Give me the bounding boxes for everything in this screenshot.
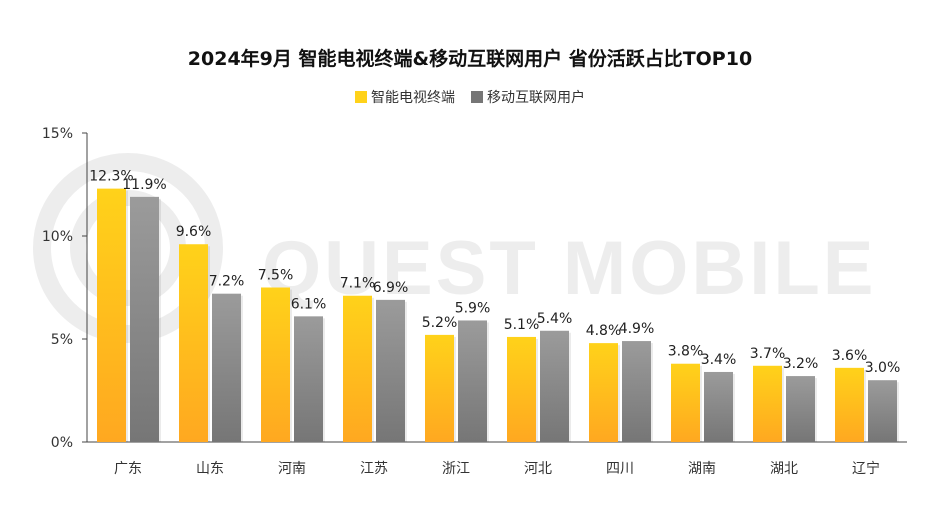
- y-tick-label: 0%: [51, 435, 73, 451]
- bar-series-2: [376, 299, 405, 442]
- y-tick-label: 15%: [42, 126, 73, 142]
- x-tick-label: 湖南: [688, 461, 716, 477]
- chart-legend: 智能电视终端 移动互联网用户: [0, 87, 940, 107]
- data-label-series-2: 4.9%: [619, 321, 655, 337]
- y-tick-label: 5%: [51, 332, 73, 348]
- bar-series-2: [622, 341, 651, 442]
- data-label-series-2: 3.2%: [783, 356, 819, 372]
- data-label-series-2: 11.9%: [122, 177, 166, 193]
- bar-series-1: [425, 334, 454, 442]
- legend-item-series-2: 移动互联网用户: [471, 87, 585, 107]
- y-tick-label: 10%: [42, 229, 73, 245]
- bar-series-1: [507, 336, 536, 442]
- data-label-series-2: 6.9%: [373, 280, 409, 296]
- chart-title: 2024年9月 智能电视终端&移动互联网用户 省份活跃占比TOP10: [187, 48, 753, 70]
- x-tick-label: 河北: [524, 461, 552, 477]
- data-label-series-2: 3.4%: [701, 352, 737, 368]
- data-label-series-2: 7.2%: [209, 274, 245, 290]
- x-tick-label: 河南: [278, 461, 306, 477]
- x-tick-label: 湖北: [770, 461, 798, 477]
- bar-series-2: [704, 371, 733, 442]
- legend-label-series-2: 移动互联网用户: [487, 90, 585, 106]
- x-tick-label: 四川: [606, 461, 634, 477]
- bar-series-2: [540, 330, 569, 442]
- data-label-series-2: 6.1%: [291, 296, 327, 312]
- data-label-series-1: 5.2%: [422, 315, 458, 331]
- bar-series-2: [212, 293, 241, 442]
- legend-swatch-series-2: [471, 91, 483, 103]
- x-tick-label: 广东: [114, 461, 142, 477]
- bar-series-2: [458, 320, 487, 442]
- bar-series-1: [671, 363, 700, 442]
- bar-series-2: [294, 316, 323, 442]
- bar-series-2: [868, 380, 897, 442]
- legend-swatch-series-1: [355, 91, 367, 103]
- x-tick-label: 山东: [196, 461, 224, 477]
- x-tick-label: 浙江: [442, 461, 470, 477]
- data-label-series-1: 3.8%: [668, 344, 704, 360]
- bar-series-1: [97, 188, 126, 442]
- data-label-series-1: 4.8%: [586, 323, 622, 339]
- bar-series-1: [835, 367, 864, 442]
- data-label-series-2: 5.4%: [537, 311, 573, 327]
- bar-series-2: [786, 376, 815, 442]
- data-label-series-1: 3.7%: [750, 346, 786, 362]
- data-label-series-1: 7.1%: [340, 276, 376, 292]
- bar-series-2: [130, 196, 159, 442]
- x-tick-label: 辽宁: [852, 460, 880, 477]
- bar-series-1: [753, 365, 782, 442]
- data-label-series-1: 3.6%: [832, 348, 868, 364]
- legend-label-series-1: 智能电视终端: [371, 90, 455, 106]
- data-label-series-1: 7.5%: [258, 268, 294, 284]
- x-tick-label: 江苏: [360, 461, 388, 477]
- data-label-series-1: 5.1%: [504, 317, 540, 333]
- data-label-series-1: 9.6%: [176, 224, 212, 240]
- bar-series-1: [589, 343, 618, 442]
- data-label-series-2: 5.9%: [455, 300, 491, 316]
- data-label-series-2: 3.0%: [865, 360, 901, 376]
- legend-item-series-1: 智能电视终端: [355, 87, 455, 107]
- bar-series-1: [261, 287, 290, 442]
- bar-series-1: [179, 244, 208, 442]
- data-label-series-1: 12.3%: [89, 169, 133, 185]
- bar-series-1: [343, 295, 372, 442]
